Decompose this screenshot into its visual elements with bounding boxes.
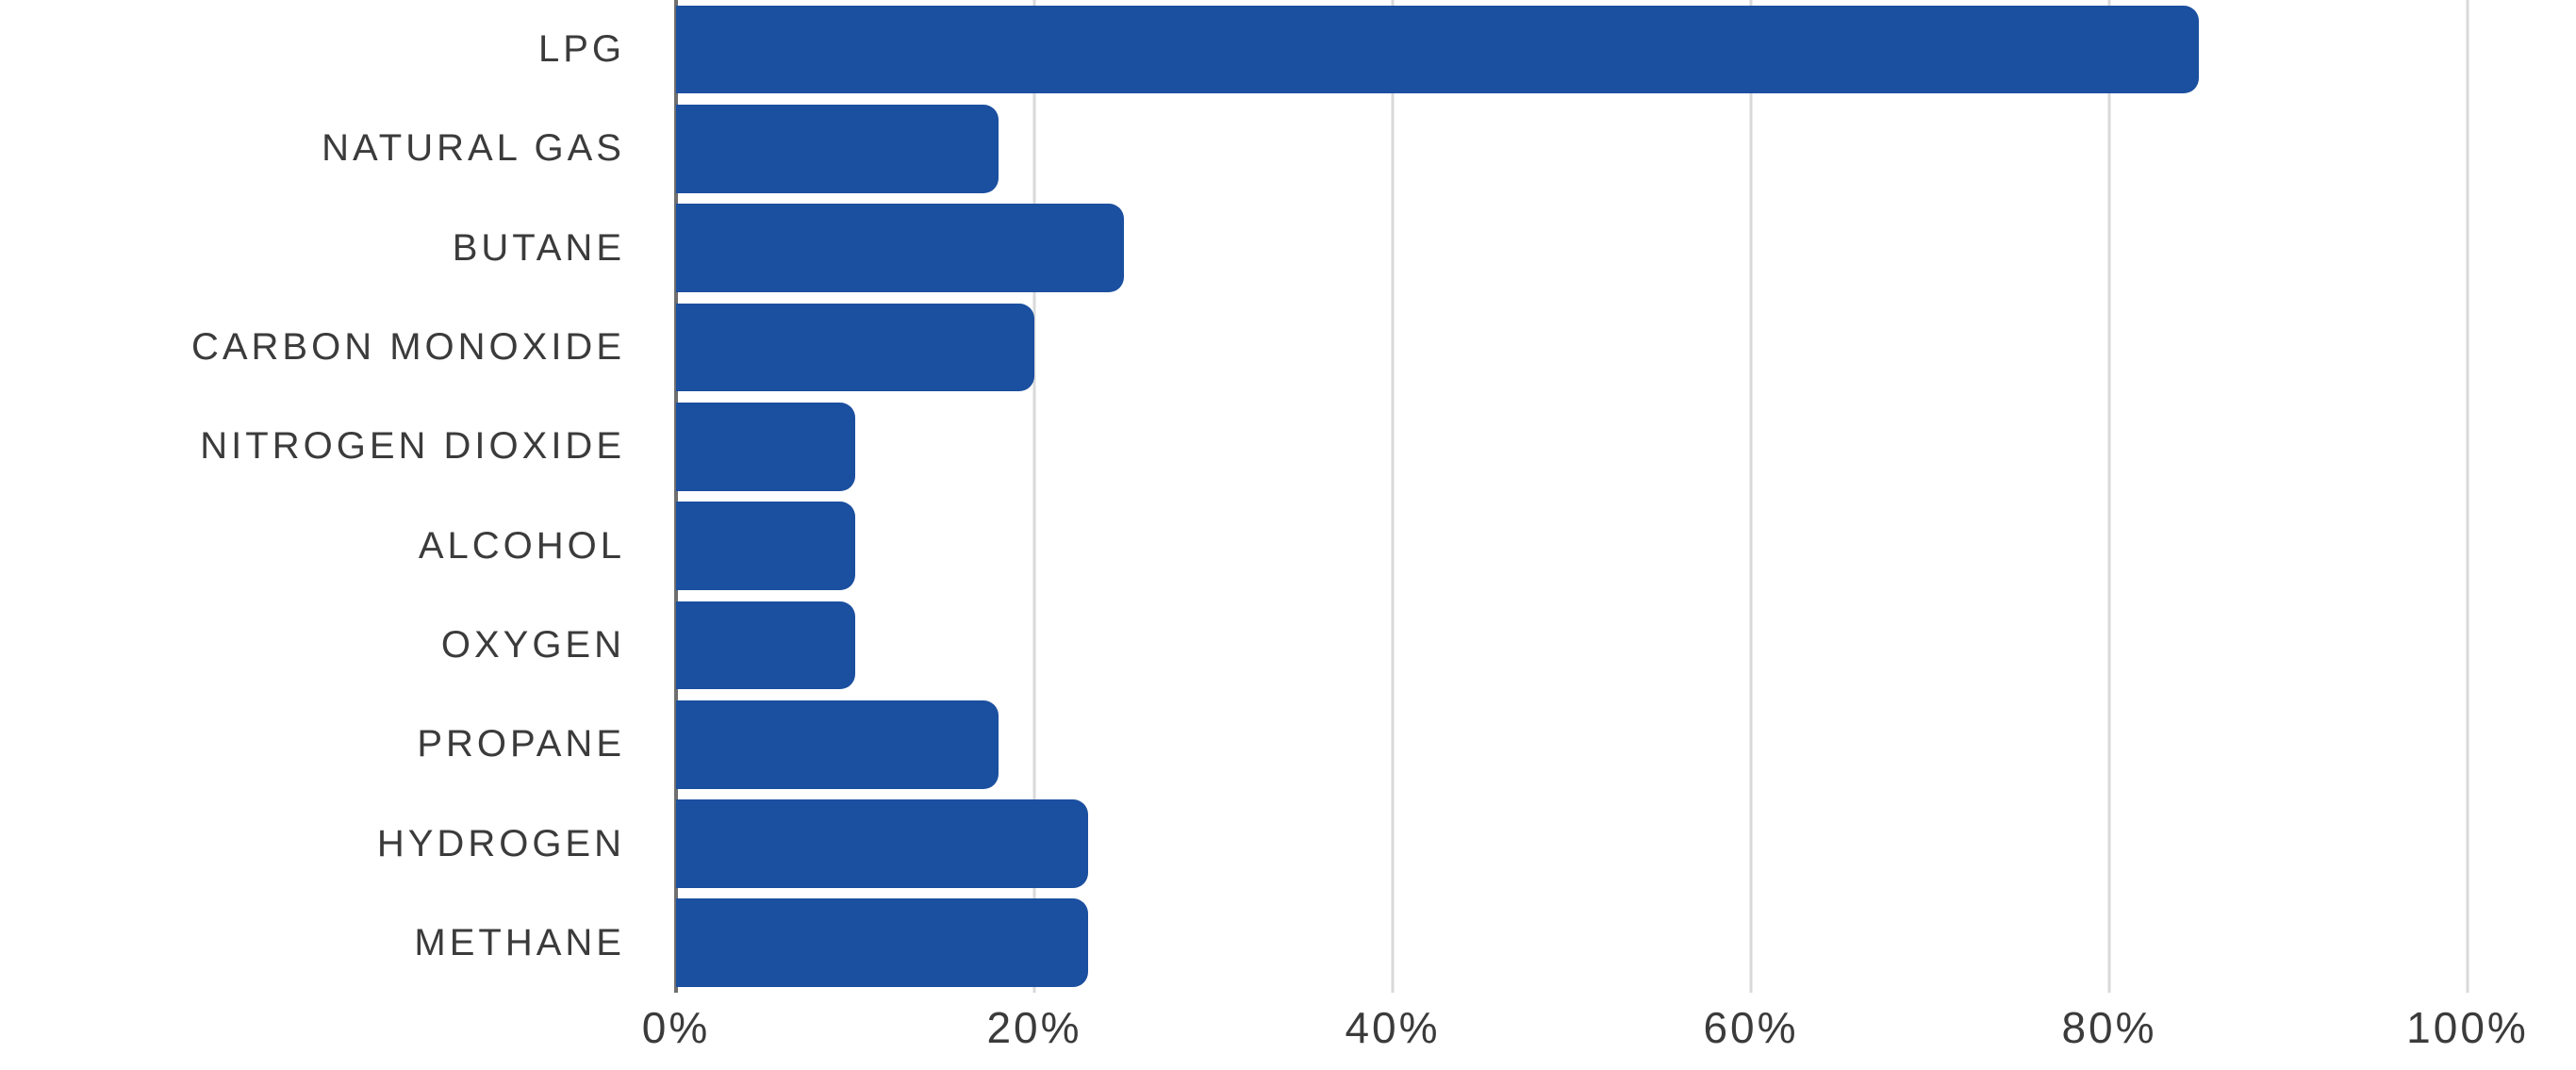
bars-group bbox=[676, 0, 2468, 993]
x-axis-tick-label: 80% bbox=[2061, 1003, 2157, 1052]
category-label: HYDROGEN bbox=[376, 822, 625, 864]
plot-area bbox=[674, 0, 2469, 993]
category-label: CARBON MONOXIDE bbox=[190, 326, 625, 369]
chart-row bbox=[676, 0, 2468, 99]
bar bbox=[676, 303, 1034, 392]
category-label: ALCOHOL bbox=[418, 524, 625, 567]
x-axis-tick-label: 100% bbox=[2406, 1003, 2529, 1052]
chart-row bbox=[676, 695, 2468, 794]
bar bbox=[676, 799, 1088, 888]
category-label: METHANE bbox=[414, 921, 625, 963]
bar bbox=[676, 402, 855, 491]
bar bbox=[676, 105, 999, 193]
bar bbox=[676, 502, 855, 590]
x-axis-tick-labels: 0% 20% 40% 60% 80% 100% bbox=[642, 993, 2526, 1070]
bar bbox=[676, 898, 1088, 988]
chart-row bbox=[676, 496, 2468, 595]
bar bbox=[676, 204, 1124, 293]
chart-row bbox=[676, 99, 2468, 198]
gridline bbox=[1032, 0, 1036, 993]
y-axis-line bbox=[674, 0, 678, 993]
category-label: PROPANE bbox=[417, 723, 625, 765]
category-label: LPG bbox=[537, 28, 625, 71]
x-axis-tick-label: 40% bbox=[1345, 1003, 1441, 1052]
bar bbox=[676, 5, 2199, 94]
chart-row bbox=[676, 298, 2468, 397]
chart-row bbox=[676, 894, 2468, 993]
gridline bbox=[1749, 0, 1753, 993]
chart-row bbox=[676, 794, 2468, 893]
bar bbox=[676, 700, 999, 789]
x-axis-tick-label: 0% bbox=[641, 1003, 711, 1052]
category-label: OXYGEN bbox=[440, 623, 625, 666]
chart-row bbox=[676, 199, 2468, 298]
chart-row bbox=[676, 596, 2468, 695]
x-axis-tick-label: 20% bbox=[986, 1003, 1082, 1052]
category-label: BUTANE bbox=[452, 226, 625, 269]
chart-row bbox=[676, 397, 2468, 496]
gridline bbox=[2107, 0, 2111, 993]
gridline bbox=[1391, 0, 1395, 993]
category-label: NATURAL GAS bbox=[322, 127, 625, 170]
gridline bbox=[2466, 0, 2469, 993]
x-axis-tick-label: 60% bbox=[1703, 1003, 1799, 1052]
y-axis-category-labels: LPG NATURAL GAS BUTANE CARBON MONOXIDE NITRO… bbox=[0, 0, 676, 993]
bar bbox=[676, 601, 855, 690]
category-label: NITROGEN DIOXIDE bbox=[200, 425, 625, 468]
